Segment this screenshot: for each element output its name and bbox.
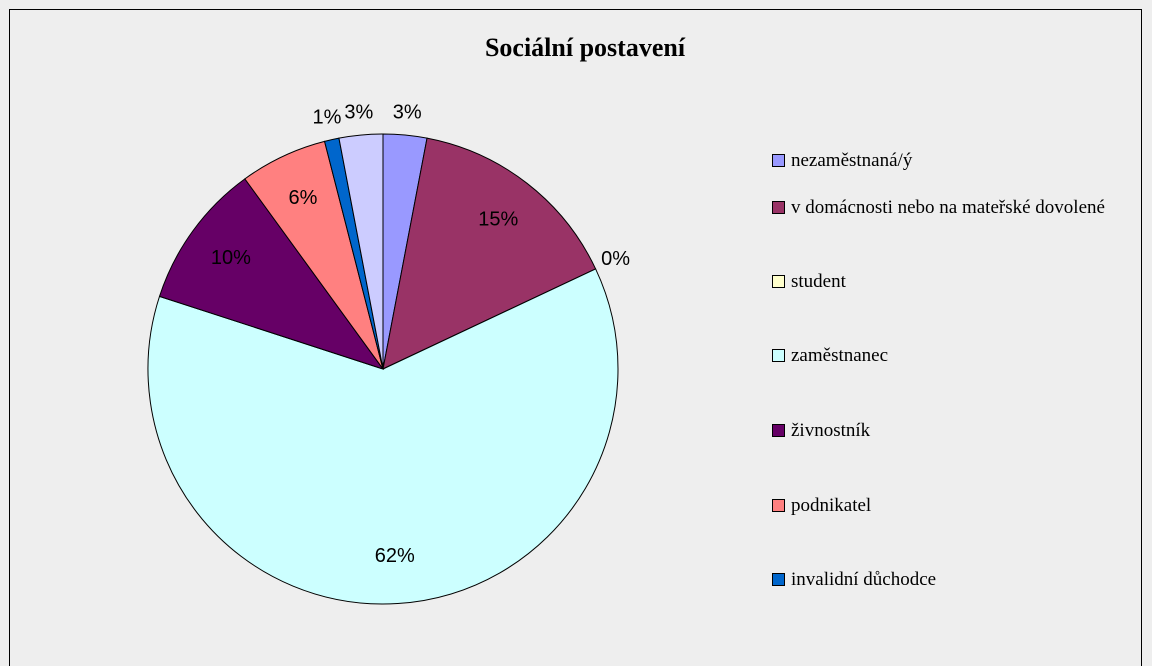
data-label: 0% xyxy=(601,248,630,270)
data-label: 3% xyxy=(344,101,373,123)
legend-item: v domácnosti nebo na mateřské dovolené xyxy=(772,192,1142,223)
pie-slice xyxy=(147,268,619,605)
pie-slice xyxy=(158,178,385,370)
data-label: 15% xyxy=(478,209,518,231)
legend-label: nezaměstnaná/ý xyxy=(791,150,913,171)
legend-label: student xyxy=(791,271,846,292)
legend-label: invalidní důchodce xyxy=(791,569,937,590)
chart-title: Sociální postavení xyxy=(485,33,686,62)
legend-swatch xyxy=(772,499,785,512)
legend-item: živnostník xyxy=(772,415,1142,446)
legend-label: v domácnosti nebo na mateřské dovolené xyxy=(791,197,1105,218)
legend-swatch xyxy=(772,275,785,288)
legend-item: nezaměstnaná/ý xyxy=(772,145,1142,176)
data-label: 1% xyxy=(312,106,341,128)
legend-item: student xyxy=(772,266,1142,297)
legend-item: podnikatel xyxy=(772,490,1142,521)
legend-item: invalidní důchodce xyxy=(772,564,1142,595)
data-label: 3% xyxy=(393,101,422,123)
legend-swatch xyxy=(772,424,785,437)
pie-slice xyxy=(382,137,597,370)
chart-frame xyxy=(9,9,1142,666)
data-label: 10% xyxy=(211,247,251,269)
data-label: 6% xyxy=(289,187,318,209)
data-label: 62% xyxy=(375,545,415,567)
legend-swatch xyxy=(772,201,785,214)
legend-swatch xyxy=(772,154,785,167)
pie-slice xyxy=(338,133,384,370)
legend-swatch xyxy=(772,349,785,362)
legend-label: zaměstnanec xyxy=(791,345,889,366)
legend-label: podnikatel xyxy=(791,495,872,516)
legend-swatch xyxy=(772,573,785,586)
legend-label: živnostník xyxy=(791,420,871,441)
legend-item: zaměstnanec xyxy=(772,340,1142,371)
